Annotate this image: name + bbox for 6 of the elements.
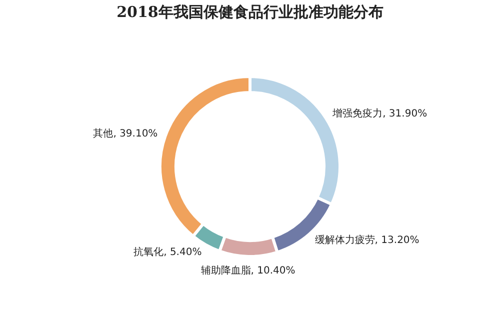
- slice-label: 抗氧化, 5.40%: [134, 246, 202, 258]
- slice-label: 增强免疫力, 31.90%: [332, 108, 428, 120]
- slice-label: 缓解体力疲劳, 13.20%: [314, 234, 420, 246]
- chart-title: 2018年我国保健食品行业批准功能分布: [116, 3, 384, 21]
- slice-label: 其他, 39.10%: [93, 128, 158, 140]
- slice-label: 辅助降血脂, 10.40%: [200, 264, 296, 276]
